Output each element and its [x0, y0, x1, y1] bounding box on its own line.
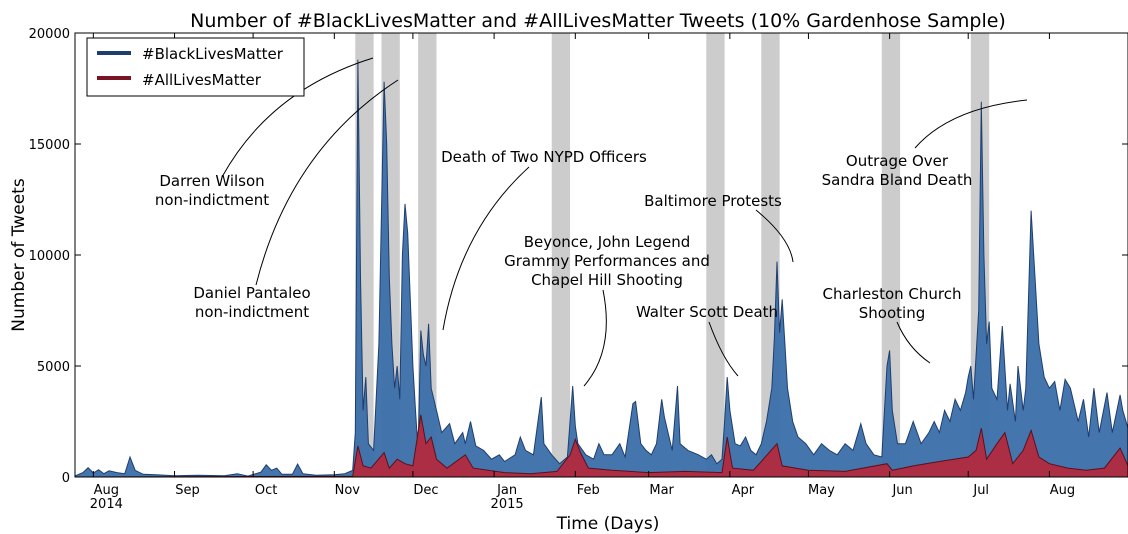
legend-label-alm: #AllLivesMatter	[142, 71, 262, 89]
annotation-text-1-1: non-indictment	[195, 303, 309, 321]
annotation-text-2-0: Death of Two NYPD Officers	[441, 148, 647, 166]
x-tick-label-10: Jun	[891, 483, 912, 498]
x-tick-label-8: Apr	[732, 483, 755, 498]
chart-title: Number of #BlackLivesMatter and #AllLive…	[190, 10, 1006, 32]
series-area-0	[74, 59, 1128, 478]
y-tick-label-4: 20000	[29, 27, 70, 42]
x-tick-label-4: Dec	[413, 483, 438, 498]
legend: #BlackLivesMatter #AllLivesMatter	[86, 37, 305, 97]
x-tick-label-12: Aug	[1050, 483, 1075, 498]
x-tick-label-2: Oct	[255, 483, 277, 498]
annotation-text-4-0: Baltimore Protests	[644, 192, 782, 210]
x-tick-sublabel-0: 2014	[90, 497, 123, 512]
x-tick-label-1: Sep	[175, 483, 200, 498]
annotation-text-3-1: Grammy Performances and	[504, 252, 710, 270]
annotation-leader-3	[583, 289, 607, 387]
x-tick-label-11: Jul	[972, 483, 989, 498]
annotation-leader-4	[755, 209, 794, 263]
annotation-text-3-2: Chapel Hill Shooting	[531, 271, 683, 289]
legend-swatch-blm	[97, 51, 131, 55]
legend-swatch-alm	[97, 76, 131, 80]
y-tick-label-2: 10000	[29, 249, 70, 264]
annotation-leader-0	[221, 57, 374, 178]
legend-box	[86, 37, 305, 97]
x-tick-sublabel-5: 2015	[491, 497, 524, 512]
shaded-period-3	[551, 33, 571, 477]
annotation-text-7-1: Sandra Bland Death	[822, 171, 973, 189]
y-axis-label: Number of Tweets	[9, 178, 29, 332]
annotation-text-3-0: Beyonce, John Legend	[524, 233, 691, 251]
annotation-text-6-1: Shooting	[859, 304, 925, 322]
x-tick-label-7: Mar	[649, 483, 674, 498]
y-tick-label-0: 0	[62, 471, 70, 486]
y-tick-label-1: 5000	[37, 360, 70, 375]
annotation-text-1-0: Daniel Pantaleo	[193, 284, 310, 302]
annotation-leader-2	[442, 166, 530, 331]
y-tick-label-3: 15000	[29, 138, 70, 153]
legend-label-blm: #BlackLivesMatter	[142, 45, 284, 63]
x-tick-label-3: Nov	[335, 483, 361, 498]
annotation-text-0-1: non-indictment	[155, 191, 269, 209]
annotation-leader-5	[708, 321, 739, 377]
x-tick-label-0: Aug	[94, 483, 119, 498]
series-areas	[74, 59, 1128, 478]
x-axis-label: Time (Days)	[556, 514, 660, 534]
annotation-text-7-0: Outrage Over	[846, 152, 949, 170]
series-area-1	[74, 414, 1128, 478]
shaded-period-4	[706, 33, 725, 477]
x-tick-label-5: Jan	[496, 483, 517, 498]
y-axis: 0 5000 10000 15000 20000	[29, 27, 1128, 486]
x-tick-label-9: May	[808, 483, 835, 498]
annotation-leader-1	[255, 79, 399, 286]
x-tick-label-6: Feb	[577, 483, 600, 498]
annotation-leader-7	[914, 99, 1028, 149]
shaded-period-6	[881, 33, 901, 477]
annotation-text-5-0: Walter Scott Death	[636, 303, 778, 321]
annotation-text-0-0: Darren Wilson	[159, 172, 264, 190]
annotation-text-6-0: Charleston Church	[823, 285, 962, 303]
annotation-leader-6	[896, 321, 931, 364]
